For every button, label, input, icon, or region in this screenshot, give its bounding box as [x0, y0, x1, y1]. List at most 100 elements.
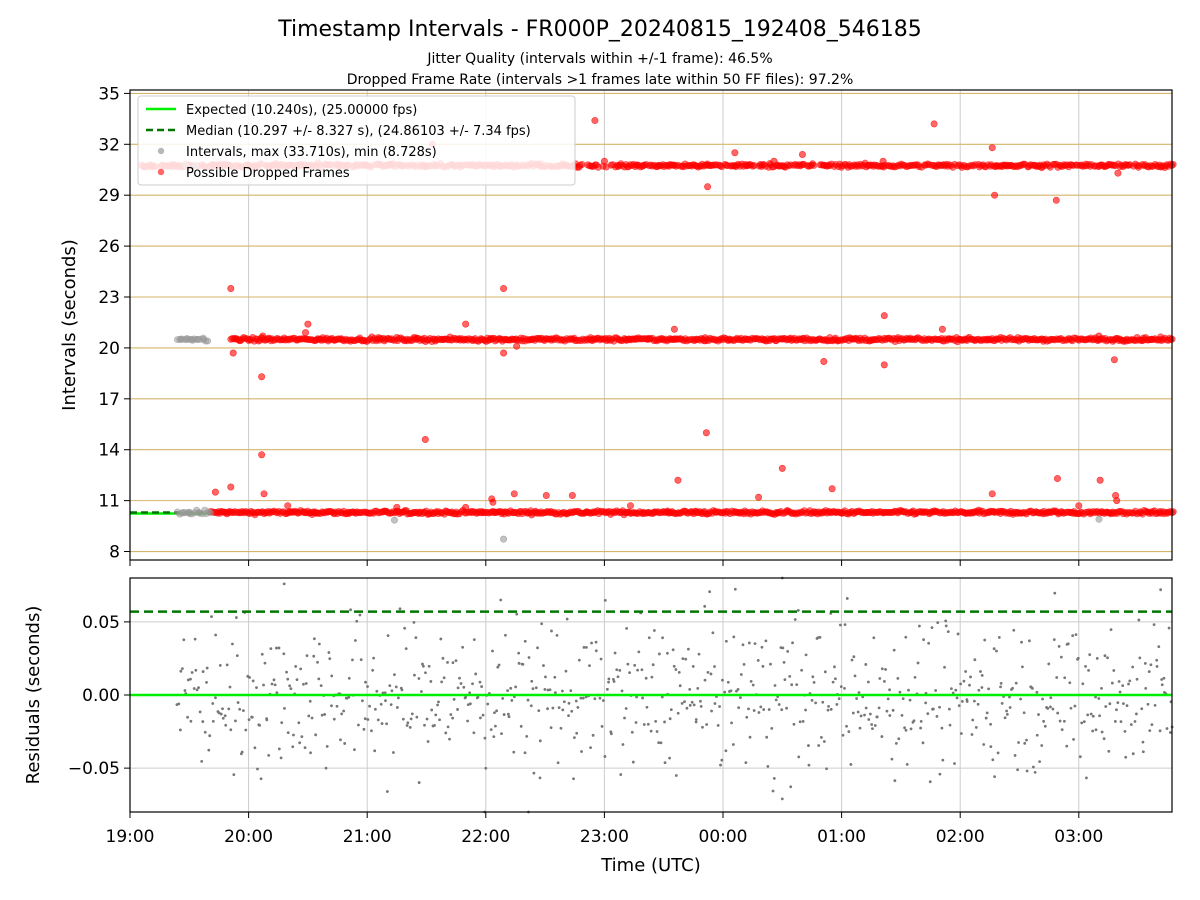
x-tick-label: 03:00	[1054, 827, 1103, 847]
residual-point	[880, 735, 884, 738]
residual-point	[720, 758, 724, 762]
dropped-frame-point	[701, 334, 709, 342]
residual-point	[1012, 628, 1016, 632]
residual-point	[553, 675, 557, 679]
residual-point	[449, 713, 453, 716]
residual-point	[1085, 776, 1088, 780]
residual-point	[381, 691, 385, 695]
residual-point	[663, 761, 667, 765]
residual-point	[974, 726, 978, 729]
residual-point	[624, 707, 628, 710]
residual-point	[948, 723, 952, 727]
residual-point	[426, 740, 430, 743]
residual-point	[1165, 727, 1169, 730]
residual-point	[1115, 708, 1118, 712]
residual-point	[218, 664, 222, 667]
residual-point	[588, 664, 591, 667]
residual-point	[314, 733, 318, 737]
residual-point	[499, 598, 503, 602]
residual-point	[286, 677, 290, 681]
residual-point	[584, 645, 588, 649]
residual-point	[589, 746, 592, 750]
residual-point	[491, 649, 494, 653]
residual-point	[1168, 731, 1172, 734]
residual-point	[200, 759, 204, 763]
dropped-frame-point	[626, 502, 634, 510]
residual-point	[1100, 687, 1103, 690]
residual-point	[423, 723, 426, 727]
residual-point	[1022, 711, 1026, 715]
residual-point	[971, 718, 975, 722]
residual-point	[531, 687, 535, 691]
residual-point	[544, 675, 547, 679]
residual-point	[654, 720, 658, 723]
residual-point	[1131, 752, 1135, 756]
residual-point	[373, 707, 377, 711]
x-tick-label: 22:00	[461, 827, 510, 847]
chart-subtitle-dropped: Dropped Frame Rate (intervals >1 frames …	[347, 72, 854, 88]
residual-point	[983, 638, 987, 642]
residual-point	[464, 695, 468, 699]
residual-point	[1008, 706, 1012, 709]
residual-point	[1160, 678, 1164, 681]
residual-point	[678, 684, 682, 688]
residual-point	[410, 712, 414, 716]
residual-point	[612, 678, 615, 681]
residual-point	[594, 640, 598, 644]
residual-point	[980, 674, 984, 677]
residual-point	[1031, 765, 1035, 769]
residual-point	[195, 688, 199, 692]
residual-point	[414, 636, 418, 639]
residual-point	[807, 744, 810, 747]
residual-point	[275, 691, 279, 695]
residual-point	[1051, 707, 1055, 711]
residual-point	[1140, 707, 1144, 711]
residual-point	[663, 720, 666, 724]
residual-point	[694, 720, 698, 724]
residual-point	[303, 746, 307, 750]
residual-point	[1117, 680, 1121, 683]
residual-point	[214, 696, 217, 700]
residual-point	[631, 760, 635, 764]
residual-point	[1041, 697, 1044, 701]
residual-point	[277, 747, 281, 751]
residual-point	[269, 647, 273, 651]
residual-point	[203, 730, 207, 734]
residual-point	[444, 731, 448, 735]
residual-point	[907, 688, 910, 692]
residual-point	[821, 700, 825, 704]
top-ytick-label: 23	[98, 288, 120, 308]
residual-point	[932, 707, 935, 711]
residual-point	[515, 612, 519, 616]
residual-point	[615, 668, 619, 672]
residual-point	[521, 663, 525, 666]
residual-point	[417, 677, 421, 680]
residual-point	[575, 731, 579, 735]
residual-point	[421, 664, 425, 668]
residual-point	[765, 735, 769, 739]
residual-point	[706, 670, 710, 674]
residual-point	[999, 685, 1002, 689]
residual-point	[255, 686, 258, 690]
residual-point	[430, 708, 434, 712]
residual-point	[659, 741, 663, 745]
residual-point	[804, 708, 807, 712]
residual-point	[943, 665, 946, 669]
residual-point	[969, 675, 972, 679]
residual-point	[576, 706, 580, 709]
residual-point	[801, 719, 805, 723]
dropped-frame-point	[260, 490, 268, 498]
residual-point	[235, 654, 239, 658]
residual-point	[785, 706, 788, 710]
top-plot-frame	[129, 89, 1173, 561]
dropped-frame-point	[755, 493, 763, 501]
residual-point	[705, 723, 709, 726]
residual-point	[229, 728, 233, 732]
residual-point	[1127, 682, 1130, 686]
residual-point	[495, 709, 499, 713]
residual-point	[548, 688, 552, 692]
residual-point	[529, 704, 533, 708]
residual-point	[729, 689, 733, 693]
residual-point	[649, 729, 653, 733]
residual-point	[540, 622, 544, 626]
